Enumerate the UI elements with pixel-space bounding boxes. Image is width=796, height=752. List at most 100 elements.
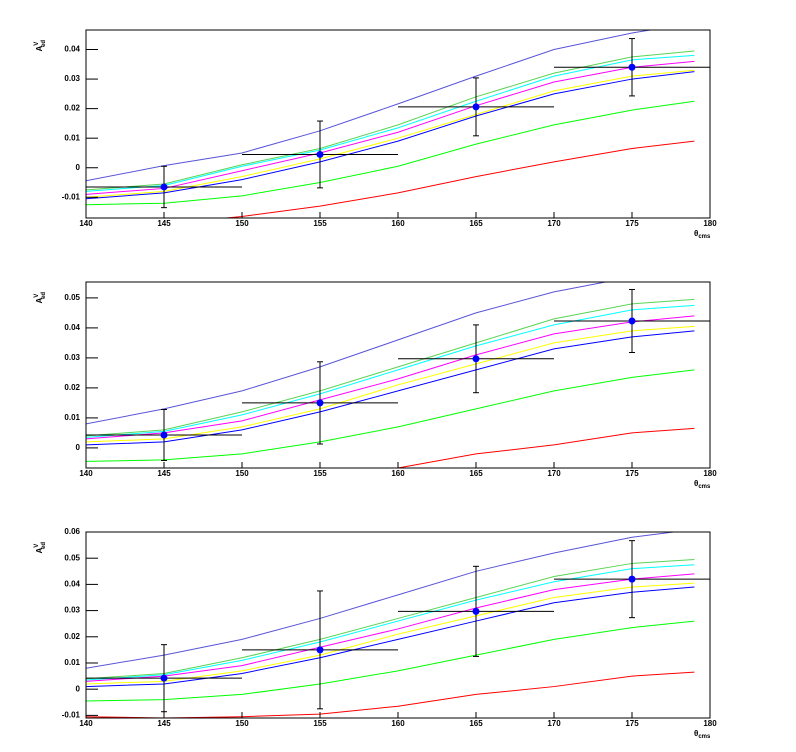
- y-tick-label: 0: [76, 163, 81, 172]
- theory-curve: [86, 71, 695, 200]
- theory-curve: [86, 325, 695, 443]
- frame: [85, 281, 711, 469]
- x-tick-label: 140: [79, 219, 93, 228]
- data-point: [628, 63, 636, 71]
- y-tick-label: 0.04: [64, 45, 80, 54]
- theory-curve: [86, 369, 695, 462]
- x-tick-label: 170: [547, 219, 561, 228]
- y-axis-label-sub: ed: [41, 292, 47, 299]
- y-tick-label: 0.05: [64, 293, 80, 302]
- x-tick-label: 175: [625, 469, 639, 478]
- y-axis-label-sub: ed: [41, 542, 47, 549]
- x-tick-label: 155: [313, 469, 327, 478]
- x-tick-label: 175: [625, 719, 639, 728]
- x-tick-label: 180: [703, 719, 717, 728]
- x-tick-label: 160: [391, 719, 405, 728]
- theory-curve: [221, 140, 695, 218]
- y-tick-label: 0.03: [64, 606, 80, 615]
- y-axis-label-sup: V: [34, 544, 40, 548]
- y-tick-label: -0.01: [62, 192, 81, 201]
- x-tick-label: 145: [157, 469, 171, 478]
- y-tick-label: 0.02: [64, 632, 80, 641]
- y-tick-label: 0.02: [64, 104, 80, 113]
- x-tick-label: 180: [703, 219, 717, 228]
- x-axis-label-main: θ: [694, 729, 698, 738]
- y-tick-label: 0.01: [64, 658, 80, 667]
- theory-curve: [392, 427, 695, 468]
- frame: [85, 531, 711, 719]
- plot-area: [86, 532, 710, 718]
- x-axis-label: θcms: [694, 729, 711, 739]
- data-point: [316, 399, 324, 407]
- x-axis-label-main: θ: [694, 229, 698, 238]
- data-point: [472, 103, 480, 111]
- y-axis-label: AVed: [34, 292, 47, 304]
- theory-curve: [86, 60, 695, 195]
- x-tick-label: 165: [469, 719, 483, 728]
- y-axis-label-sup: V: [34, 42, 40, 46]
- y-tick-label: 0.01: [64, 413, 80, 422]
- x-tick-label: 155: [313, 719, 327, 728]
- theory-curve: [86, 620, 695, 702]
- data-point: [316, 646, 324, 654]
- theory-curve: [86, 50, 695, 191]
- y-tick-label: 0.02: [64, 383, 80, 392]
- x-tick-label: 175: [625, 219, 639, 228]
- y-tick-label: -0.01: [62, 710, 81, 719]
- y-axis-label-main: A: [35, 547, 44, 553]
- y-tick-label: 0.03: [64, 353, 80, 362]
- theory-curve: [86, 564, 695, 681]
- theory-curve: [86, 315, 695, 440]
- y-axis-label-main: A: [35, 297, 44, 303]
- theory-curve: [86, 330, 695, 446]
- x-tick-label: 150: [235, 219, 249, 228]
- data-point: [316, 150, 324, 158]
- y-tick-label: 0.03: [64, 74, 80, 83]
- x-tick-label: 165: [469, 219, 483, 228]
- x-tick-label: 170: [547, 469, 561, 478]
- x-tick-label: 145: [157, 719, 171, 728]
- data-point: [160, 674, 168, 682]
- y-tick-label: 0.04: [64, 323, 80, 332]
- theory-curve: [86, 69, 695, 198]
- theory-curve: [86, 304, 695, 438]
- x-tick-label: 150: [235, 719, 249, 728]
- theory-curve: [86, 559, 695, 680]
- plot-area: [86, 282, 710, 468]
- x-axis-label: θcms: [694, 229, 711, 239]
- data-point: [160, 183, 168, 191]
- x-tick-label: 140: [79, 469, 93, 478]
- x-tick-label: 160: [391, 219, 405, 228]
- x-tick-label: 165: [469, 469, 483, 478]
- x-axis-label: θcms: [694, 479, 711, 489]
- theory-curve: [86, 532, 678, 669]
- x-axis-label-sub: cms: [698, 234, 711, 240]
- x-tick-label: 145: [157, 219, 171, 228]
- x-tick-label: 170: [547, 719, 561, 728]
- y-tick-label: 0.01: [64, 133, 80, 142]
- y-axis-label-sup: V: [34, 294, 40, 298]
- theory-curve: [86, 586, 695, 688]
- theory-curve: [86, 30, 654, 182]
- x-tick-label: 155: [313, 219, 327, 228]
- y-axis-label: AVed: [34, 542, 47, 554]
- data-point: [628, 575, 636, 583]
- data-point: [160, 431, 168, 439]
- x-tick-label: 140: [79, 719, 93, 728]
- theory-curve: [86, 282, 609, 425]
- y-tick-label: 0.06: [64, 527, 80, 536]
- x-axis-label-sub: cms: [698, 484, 711, 490]
- theory-curve: [86, 100, 695, 206]
- x-tick-label: 160: [391, 469, 405, 478]
- theory-curve: [86, 298, 695, 437]
- y-tick-label: 0.05: [64, 553, 80, 562]
- x-tick-label: 180: [703, 469, 717, 478]
- data-point: [472, 607, 480, 615]
- data-point: [472, 355, 480, 363]
- y-tick-label: 0: [76, 684, 81, 693]
- theory-curve: [86, 54, 695, 192]
- y-axis-label: AVed: [34, 40, 47, 52]
- y-axis-label-main: A: [35, 45, 44, 51]
- data-point: [628, 317, 636, 325]
